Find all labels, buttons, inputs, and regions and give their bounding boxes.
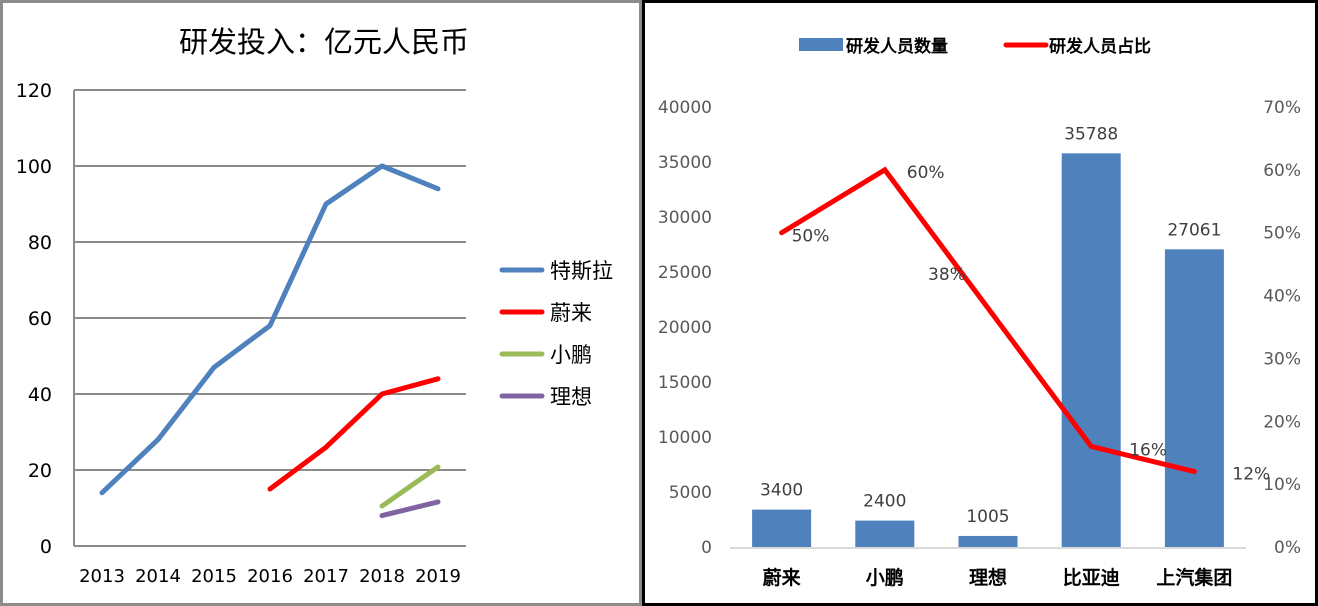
bar-data-label: 27061 (1167, 220, 1221, 240)
legend-label: 理想 (550, 385, 592, 409)
legend-label: 小鹏 (550, 343, 592, 367)
legend-label: 研发人员占比 (1049, 36, 1151, 57)
y-right-tick-label: 60% (1263, 161, 1301, 181)
bar (855, 520, 915, 547)
y-right-tick-label: 10% (1263, 475, 1301, 495)
y-right-tick-label: 20% (1263, 412, 1301, 432)
y-left-tick-label: 10000 (658, 428, 712, 448)
y-tick-label: 0 (40, 536, 52, 558)
bar-data-label: 2400 (863, 492, 906, 512)
x-tick-label: 2016 (247, 566, 293, 587)
y-tick-label: 100 (16, 156, 52, 178)
y-tick-label: 80 (28, 232, 52, 254)
x-category-label: 小鹏 (866, 566, 904, 589)
bar (1061, 153, 1121, 547)
y-right-tick-label: 40% (1263, 287, 1301, 307)
bar-data-label: 35788 (1064, 124, 1118, 144)
right-chart-panel (642, 0, 1318, 606)
series-line-2 (379, 464, 441, 509)
line-data-label: 50% (792, 227, 830, 247)
y-left-tick-label: 40000 (658, 98, 712, 118)
line-data-label: 60% (907, 163, 945, 183)
y-tick-label: 40 (28, 384, 52, 406)
bar (752, 509, 812, 547)
y-tick-label: 60 (28, 308, 52, 330)
bar-data-label: 1005 (966, 507, 1009, 527)
y-left-tick-label: 30000 (658, 208, 712, 228)
legend-label: 蔚来 (550, 301, 592, 325)
x-category-label: 理想 (969, 566, 1007, 589)
series-line-0 (99, 163, 441, 496)
line-data-label: 38% (928, 265, 966, 285)
x-tick-label: 2018 (359, 566, 405, 587)
y-left-tick-label: 25000 (658, 263, 712, 283)
y-left-tick-label: 35000 (658, 153, 712, 173)
series-line-1 (267, 376, 441, 492)
ratio-line (779, 166, 1197, 475)
x-category-label: 上汽集团 (1156, 566, 1232, 589)
y-right-tick-label: 50% (1263, 224, 1301, 244)
x-tick-label: 2014 (135, 566, 181, 587)
x-category-label: 蔚来 (763, 566, 801, 589)
y-left-tick-label: 20000 (658, 318, 712, 338)
x-tick-label: 2019 (415, 566, 461, 587)
x-category-label: 比亚迪 (1063, 567, 1120, 589)
y-right-tick-label: 70% (1263, 98, 1301, 118)
line-data-label: 12% (1232, 465, 1270, 485)
y-left-tick-label: 5000 (669, 483, 712, 503)
y-right-tick-label: 0% (1274, 538, 1301, 558)
x-tick-label: 2017 (303, 566, 349, 587)
x-tick-label: 2013 (79, 566, 125, 587)
y-tick-label: 20 (28, 460, 52, 482)
left-chart-panel (0, 0, 642, 606)
bar-data-label: 3400 (760, 481, 803, 501)
chart-title: 研发投入：亿元人民币 (179, 25, 469, 59)
x-tick-label: 2015 (191, 566, 237, 587)
rd-investment-line-chart: 研发投入：亿元人民币 0 20 40 60 80 100 120 2013 2014 2015 2… (16, 25, 613, 587)
legend-swatch-bar (799, 38, 843, 51)
bar (1164, 249, 1224, 548)
legend-label: 研发人员数量 (846, 36, 948, 57)
y-left-tick-label: 15000 (658, 373, 712, 393)
line-data-label: 16% (1129, 440, 1167, 460)
y-left-tick-label: 0 (701, 538, 712, 558)
bar (958, 535, 1018, 547)
y-tick-label: 120 (16, 80, 52, 102)
y-right-tick-label: 30% (1263, 349, 1301, 369)
legend-label: 特斯拉 (550, 259, 613, 283)
series-line-3 (379, 499, 441, 519)
